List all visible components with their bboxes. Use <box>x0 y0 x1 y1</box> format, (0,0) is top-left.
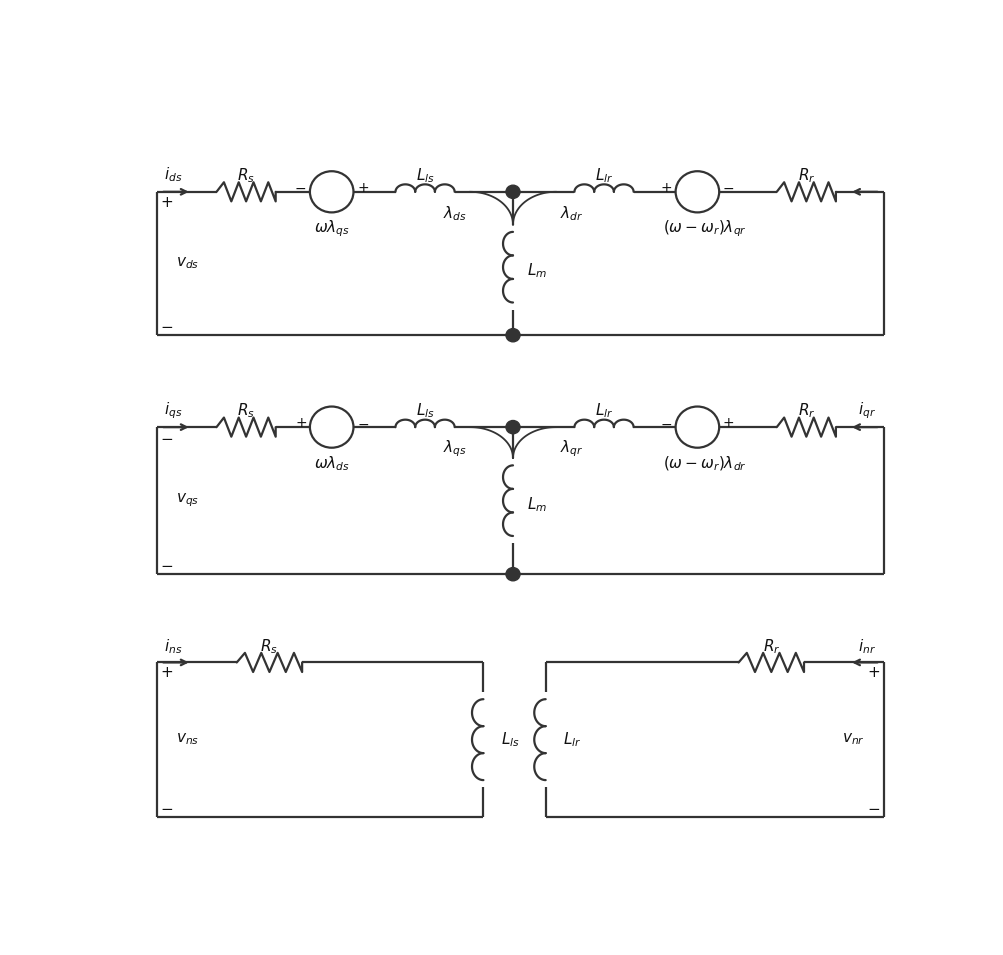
Text: $R_r$: $R_r$ <box>796 166 814 185</box>
Circle shape <box>506 420 520 434</box>
Text: $\lambda_{qs}$: $\lambda_{qs}$ <box>442 439 466 459</box>
Text: $R_s$: $R_s$ <box>237 166 255 185</box>
Text: $-$: $-$ <box>722 181 734 195</box>
Circle shape <box>506 185 520 199</box>
Text: $L_m$: $L_m$ <box>527 262 547 280</box>
Text: $-$: $-$ <box>867 801 880 815</box>
Text: $-$: $-$ <box>160 801 174 815</box>
Text: $L_{ls}$: $L_{ls}$ <box>500 731 519 749</box>
Text: $-$: $-$ <box>356 416 368 431</box>
Text: $(\omega-\omega_r)\lambda_{qr}$: $(\omega-\omega_r)\lambda_{qr}$ <box>663 219 746 239</box>
Text: $L_m$: $L_m$ <box>527 495 547 514</box>
Text: $+$: $+$ <box>160 196 174 210</box>
Text: $R_r$: $R_r$ <box>796 402 814 420</box>
Text: $i_{qs}$: $i_{qs}$ <box>164 400 183 420</box>
Text: $v_{qs}$: $v_{qs}$ <box>176 492 199 509</box>
Text: $L_{lr}$: $L_{lr}$ <box>563 731 581 749</box>
Text: $-$: $-$ <box>160 319 174 333</box>
Text: $-$: $-$ <box>160 559 174 572</box>
Text: $\lambda_{dr}$: $\lambda_{dr}$ <box>559 204 583 223</box>
Text: $v_{ds}$: $v_{ds}$ <box>176 256 199 271</box>
Text: $i_{qr}$: $i_{qr}$ <box>858 400 876 420</box>
Text: $v_{nr}$: $v_{nr}$ <box>842 732 864 748</box>
Text: $L_{ls}$: $L_{ls}$ <box>415 166 434 185</box>
Text: $R_s$: $R_s$ <box>237 402 255 420</box>
Text: $i_{ds}$: $i_{ds}$ <box>164 165 183 184</box>
Text: $+$: $+$ <box>660 181 672 195</box>
Text: $+$: $+$ <box>722 416 734 431</box>
Text: $\omega\lambda_{ds}$: $\omega\lambda_{ds}$ <box>314 455 349 474</box>
Text: $+$: $+$ <box>867 667 880 681</box>
Text: $+$: $+$ <box>294 416 306 431</box>
Text: $+$: $+$ <box>356 181 368 195</box>
Text: $R_s$: $R_s$ <box>260 637 278 656</box>
Circle shape <box>506 567 520 581</box>
Text: $-$: $-$ <box>160 431 174 445</box>
Text: $i_{nr}$: $i_{nr}$ <box>858 637 876 656</box>
Circle shape <box>506 329 520 342</box>
Text: $+$: $+$ <box>160 667 174 681</box>
Text: $L_{lr}$: $L_{lr}$ <box>594 166 613 185</box>
Text: $v_{ns}$: $v_{ns}$ <box>176 732 199 748</box>
Text: $\lambda_{qr}$: $\lambda_{qr}$ <box>559 439 583 459</box>
Text: $(\omega-\omega_r)\lambda_{dr}$: $(\omega-\omega_r)\lambda_{dr}$ <box>663 455 746 473</box>
Text: $i_{ns}$: $i_{ns}$ <box>164 637 183 656</box>
Text: $R_r$: $R_r$ <box>762 637 779 656</box>
Text: $-$: $-$ <box>294 181 306 195</box>
Text: $\omega\lambda_{qs}$: $\omega\lambda_{qs}$ <box>314 219 349 239</box>
Text: $L_{ls}$: $L_{ls}$ <box>415 402 434 420</box>
Text: $-$: $-$ <box>660 416 672 431</box>
Text: $L_{lr}$: $L_{lr}$ <box>594 402 613 420</box>
Text: $\lambda_{ds}$: $\lambda_{ds}$ <box>442 204 466 223</box>
